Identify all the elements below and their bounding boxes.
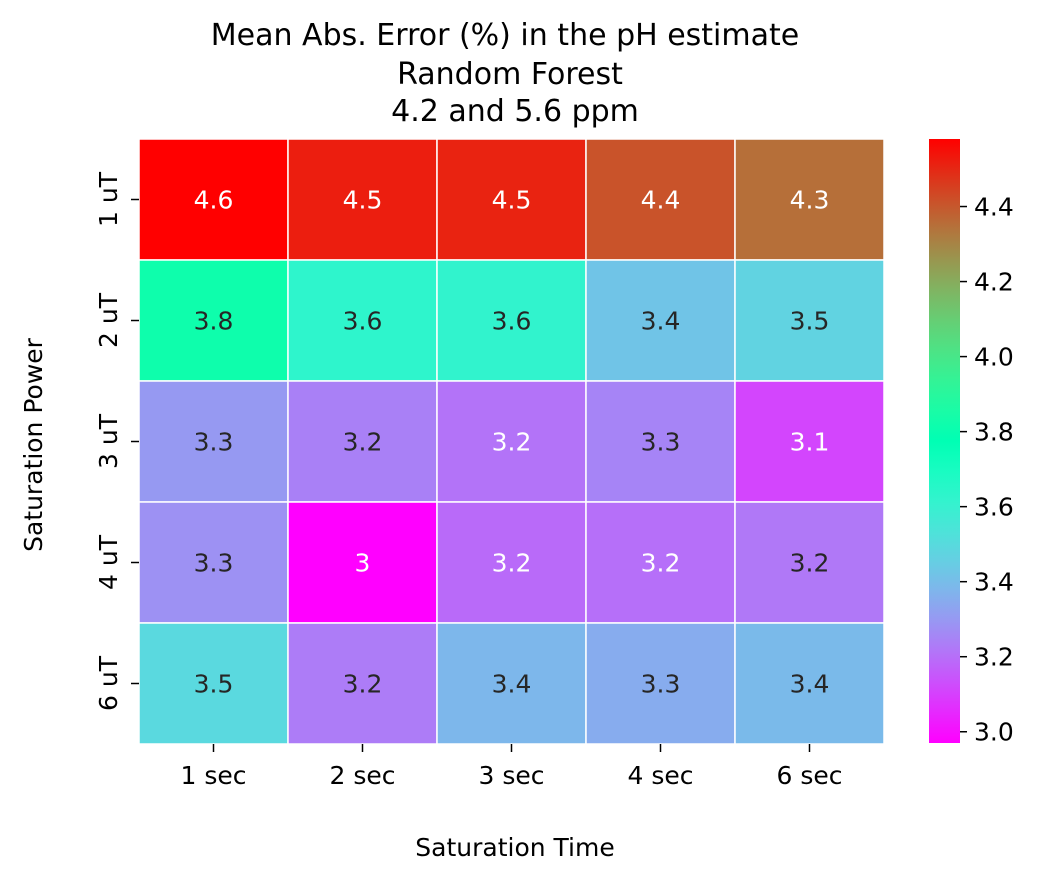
cell-annotation: 3	[355, 549, 371, 578]
heatmap-cell	[436, 501, 587, 624]
cell-annotation: 4.5	[343, 186, 383, 215]
x-tick-label: 6 sec	[776, 761, 842, 790]
cell-annotation: 3.2	[492, 549, 532, 578]
heatmap-cells	[138, 138, 885, 745]
y-tick-label: 6 uT	[94, 655, 123, 711]
heatmap-cell	[585, 501, 736, 624]
x-tick-label: 4 sec	[627, 761, 693, 790]
cell-annotation: 3.1	[790, 428, 830, 457]
heatmap-cell	[734, 380, 885, 503]
cell-annotation: 3.3	[194, 549, 234, 578]
x-tick-label: 3 sec	[478, 761, 544, 790]
colorbar-tick-label: 3.4	[974, 568, 1014, 597]
cell-annotation: 4.5	[492, 186, 532, 215]
heatmap-cell	[138, 622, 289, 745]
heatmap-cell	[287, 501, 438, 624]
y-tick-label: 4 uT	[94, 534, 123, 590]
heatmap-cell	[436, 380, 587, 503]
heatmap-cell	[734, 259, 885, 382]
cell-annotation: 3.3	[194, 428, 234, 457]
colorbar-tick-label: 4.2	[974, 268, 1014, 297]
heatmap-cell	[287, 380, 438, 503]
heatmap-cell	[734, 138, 885, 261]
x-tick-label: 1 sec	[180, 761, 246, 790]
cell-annotation: 3.2	[641, 549, 681, 578]
cell-annotation: 3.6	[343, 307, 383, 336]
heatmap-cell	[287, 138, 438, 261]
cell-annotation: 3.6	[492, 307, 532, 336]
colorbar-tick-label: 3.0	[974, 718, 1014, 747]
cell-annotation: 3.3	[641, 670, 681, 699]
cell-annotation: 4.6	[194, 186, 234, 215]
chart-title-line-2: Random Forest	[397, 57, 623, 92]
colorbar-tick-label: 4.4	[974, 193, 1014, 222]
cell-annotation: 3.8	[194, 307, 234, 336]
y-tick-label: 3 uT	[94, 413, 123, 469]
colorbar-tick-label: 3.8	[974, 418, 1014, 447]
x-axis-label: Saturation Time	[415, 833, 614, 862]
colorbar-tick-label: 3.2	[974, 643, 1014, 672]
x-axis-ticks: 1 sec 2 sec 3 sec 4 sec 6 sec	[180, 744, 843, 790]
colorbar-tick-label: 4.0	[974, 343, 1014, 372]
heatmap-cell	[436, 138, 587, 261]
heatmap-cell	[436, 259, 587, 382]
heatmap-cell	[585, 380, 736, 503]
heatmap-cell	[734, 501, 885, 624]
cell-annotation: 3.2	[343, 428, 383, 457]
x-tick-label: 2 sec	[329, 761, 395, 790]
cell-annotation: 3.2	[492, 428, 532, 457]
colorbar-ticks: 3.0 3.2 3.4 3.6 3.8 4.0 4.2 4.4	[960, 193, 1014, 747]
y-axis-ticks: 1 uT 2 uT 3 uT 4 uT 6 uT	[94, 171, 139, 711]
colorbar-gradient	[929, 139, 960, 743]
heatmap-cell	[138, 259, 289, 382]
colorbar-tick-label: 3.6	[974, 493, 1014, 522]
heatmap-annotations: 4.6 4.5 4.5 4.4 4.3 3.8 3.6 3.6 3.4 3.5 3.3 3.2 3.2 3…	[194, 186, 830, 699]
cell-annotation: 3.2	[343, 670, 383, 699]
chart-title: Mean Abs. Error (%) in the pH estimate R…	[211, 18, 799, 129]
heatmap-cell	[585, 138, 736, 261]
cell-annotation: 3.2	[790, 549, 830, 578]
cell-annotation: 3.5	[194, 670, 234, 699]
cell-annotation: 3.5	[790, 307, 830, 336]
cell-annotation: 4.3	[790, 186, 830, 215]
chart-title-line-3: 4.2 and 5.6 ppm	[391, 94, 639, 129]
heatmap-cell	[287, 622, 438, 745]
cell-annotation: 3.4	[790, 670, 830, 699]
y-tick-label: 1 uT	[94, 171, 123, 227]
colorbar: 3.0 3.2 3.4 3.6 3.8 4.0 4.2 4.4	[929, 139, 1014, 747]
cell-annotation: 3.3	[641, 428, 681, 457]
heatmap-cell	[734, 622, 885, 745]
chart-title-line-1: Mean Abs. Error (%) in the pH estimate	[211, 18, 799, 53]
cell-annotation: 4.4	[641, 186, 681, 215]
heatmap-cell	[436, 622, 587, 745]
cell-annotation: 3.4	[492, 670, 532, 699]
y-tick-label: 2 uT	[94, 292, 123, 348]
cell-annotation: 3.4	[641, 307, 681, 336]
y-axis-label: Saturation Power	[19, 337, 48, 552]
heatmap-cell	[138, 138, 289, 261]
